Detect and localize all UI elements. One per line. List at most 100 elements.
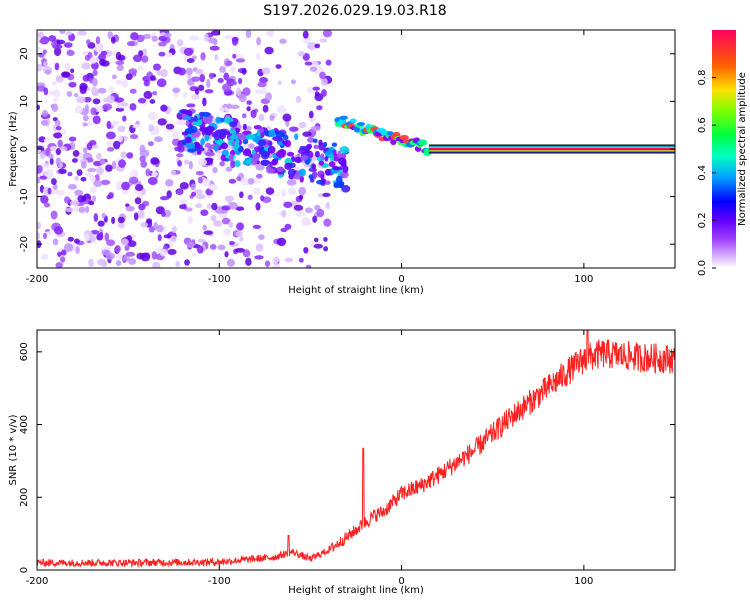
- noise-blob: [115, 107, 125, 112]
- noise-blob: [302, 30, 309, 39]
- noise-blob: [74, 204, 79, 213]
- noise-blob: [141, 48, 148, 56]
- y-tick-label: 0: [19, 567, 30, 573]
- noise-blob: [109, 120, 120, 126]
- noise-blob: [124, 245, 130, 251]
- noise-blob: [255, 89, 264, 95]
- noise-blob: [191, 93, 199, 100]
- noise-blob: [37, 221, 42, 230]
- snr-series-line: [37, 330, 675, 568]
- noise-blob: [52, 89, 61, 98]
- signal-blob: [300, 155, 309, 161]
- noise-blob: [323, 246, 329, 252]
- noise-blob: [94, 174, 100, 182]
- noise-blob: [93, 213, 99, 222]
- noise-blob: [59, 146, 68, 151]
- noise-blob: [100, 179, 111, 186]
- signal-blob: [229, 134, 239, 140]
- noise-blob: [194, 88, 200, 95]
- noise-blob: [314, 91, 320, 97]
- noise-blob: [232, 53, 237, 59]
- noise-blob: [281, 209, 287, 218]
- noise-blob: [298, 186, 307, 196]
- signal-blob: [237, 135, 247, 141]
- noise-blob: [48, 35, 57, 42]
- noise-blob: [87, 121, 93, 126]
- noise-blob: [197, 158, 208, 166]
- noise-blob: [209, 243, 217, 250]
- noise-blob: [115, 260, 122, 267]
- noise-blob: [154, 136, 163, 143]
- noise-blob: [101, 212, 106, 219]
- noise-blob: [125, 73, 133, 81]
- noise-blob: [186, 58, 195, 63]
- noise-blob: [133, 212, 139, 221]
- noise-blob: [43, 87, 49, 96]
- noise-blob: [128, 258, 137, 265]
- colorbar-tick-label: 0.6: [697, 117, 708, 133]
- signal-blob: [305, 147, 310, 155]
- noise-blob: [163, 32, 172, 38]
- noise-blob: [152, 91, 158, 96]
- y-tick-label: 600: [19, 342, 30, 361]
- noise-blob: [74, 189, 84, 197]
- noise-blob: [195, 170, 204, 176]
- noise-blob: [74, 105, 83, 114]
- signal-blob: [324, 156, 329, 162]
- noise-blob: [121, 181, 130, 191]
- spectrogram-x-ticks: -200 -100 0 100: [26, 30, 593, 285]
- noise-blob: [202, 178, 211, 187]
- colorbar-tick-label: 0.2: [697, 212, 708, 228]
- noise-blob: [186, 241, 195, 249]
- noise-blob: [246, 125, 252, 131]
- noise-blob: [203, 33, 209, 42]
- noise-blob: [284, 223, 292, 230]
- signal-blob: [213, 132, 220, 141]
- noise-blob: [147, 141, 154, 147]
- noise-blob: [85, 205, 90, 214]
- noise-blob: [145, 168, 151, 177]
- noise-blob: [219, 161, 225, 167]
- noise-blob: [234, 247, 245, 253]
- signal-blob: [213, 144, 219, 153]
- noise-blob: [221, 217, 231, 225]
- noise-blob: [211, 202, 218, 211]
- noise-blob: [83, 96, 92, 103]
- noise-blob: [48, 153, 54, 159]
- noise-blob: [286, 178, 297, 186]
- signal-blob: [228, 153, 234, 162]
- noise-blob: [45, 231, 54, 236]
- noise-blob: [303, 220, 312, 226]
- noise-blob: [264, 46, 274, 55]
- noise-blob: [111, 74, 117, 80]
- noise-blob: [96, 258, 107, 266]
- signal-blob: [185, 141, 196, 150]
- signal-blob: [206, 128, 213, 134]
- noise-blob: [188, 161, 193, 170]
- noise-blob: [82, 114, 89, 122]
- signal-blob: [258, 127, 265, 134]
- noise-blob: [183, 47, 194, 57]
- noise-blob: [117, 135, 123, 142]
- signal-blob: [199, 127, 206, 132]
- signal-blob: [185, 136, 192, 144]
- noise-blob: [68, 136, 77, 142]
- noise-blob: [143, 90, 153, 100]
- x-tick-label: -100: [208, 274, 231, 285]
- noise-blob: [202, 97, 207, 107]
- noise-blob: [121, 190, 129, 195]
- noise-blob: [114, 97, 124, 103]
- noise-blob: [200, 52, 206, 61]
- noise-blob: [206, 78, 211, 88]
- signal-blob: [275, 130, 286, 139]
- noise-blob: [272, 257, 280, 264]
- noise-blob: [217, 244, 226, 251]
- noise-blob: [325, 201, 331, 210]
- noise-blob: [308, 110, 314, 119]
- noise-blob: [66, 49, 75, 57]
- noise-blob: [304, 61, 313, 66]
- noise-blob: [228, 240, 235, 246]
- noise-blob: [70, 68, 75, 74]
